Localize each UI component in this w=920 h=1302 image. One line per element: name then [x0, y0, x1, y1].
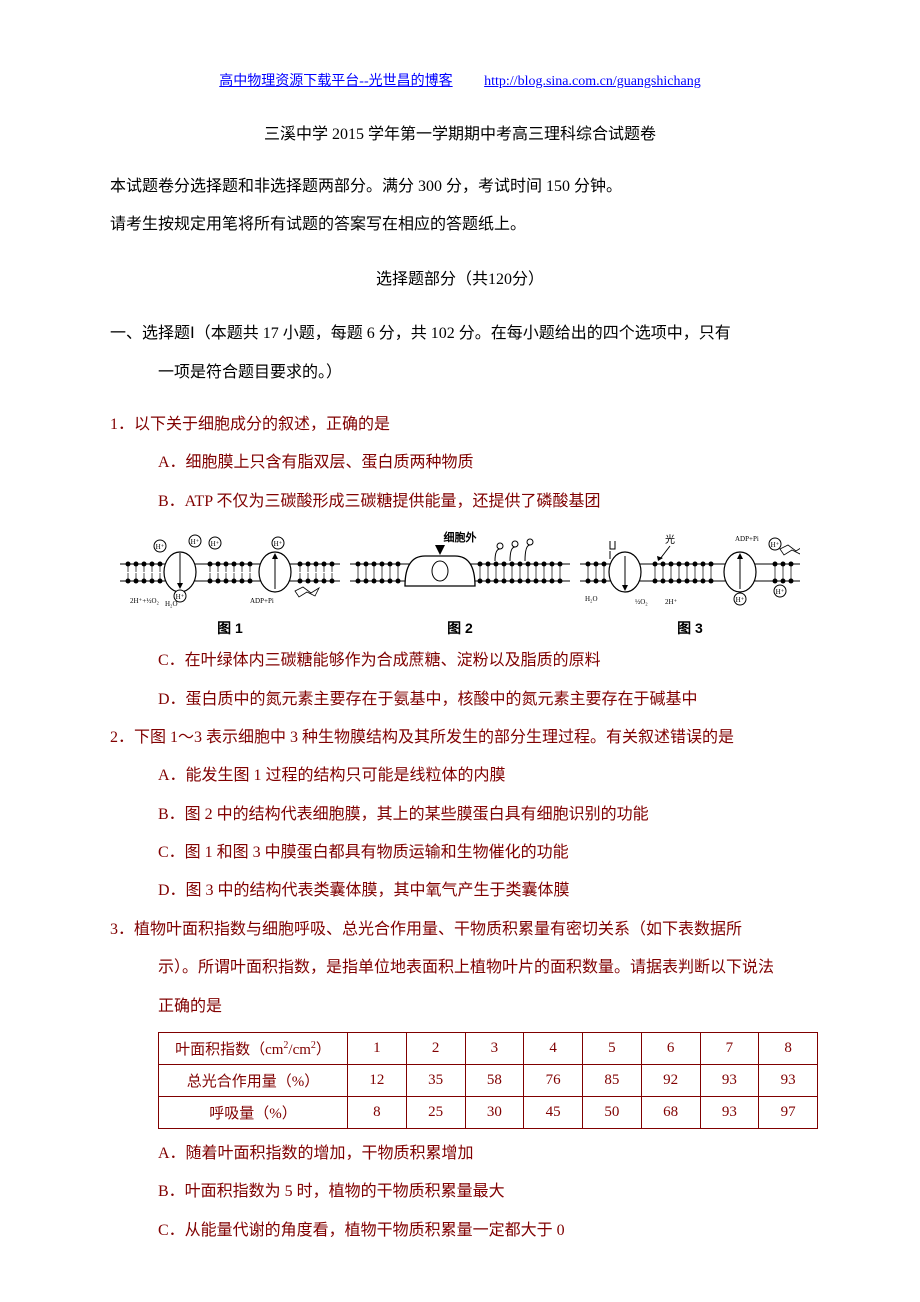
q2-option-b: B．图 2 中的结构代表细胞膜，其上的某些膜蛋白具有细胞识别的功能 [110, 796, 810, 834]
leaf-area-table: 叶面积指数（cm2/cm2） 1 2 3 4 5 6 7 8 总光合作用量（%）… [158, 1032, 818, 1129]
svg-text:2H⁺+½O₂: 2H⁺+½O₂ [130, 597, 160, 605]
q3-option-c: C．从能量代谢的角度看，植物干物质积累量一定都大于 0 [110, 1212, 810, 1250]
section-heading: 选择题部分（共120分） [110, 261, 810, 299]
q3-stem-1: 3．植物叶面积指数与细胞呼吸、总光合作用量、干物质积累量有密切关系（如下表数据所 [110, 911, 810, 949]
exam-title: 三溪中学 2015 学年第一学期期中考高三理科综合试题卷 [110, 120, 810, 144]
svg-text:H⁺: H⁺ [274, 540, 283, 548]
svg-text:H⁺: H⁺ [736, 596, 745, 604]
table-cell: 92 [641, 1065, 700, 1097]
table-cell: 76 [524, 1065, 583, 1097]
membrane-diagram-1-icon: H⁺ H⁺ H⁺ H⁺ H⁺ 2H⁺+½O₂ H₂O ADP+Pi [120, 531, 340, 611]
svg-text:ADP+Pi: ADP+Pi [735, 535, 759, 543]
figure-3: 光 ADP+Pi H⁺ H₂O ½O₂ 2H⁺ H⁺ H⁺ [580, 531, 800, 638]
membrane-figure: H⁺ H⁺ H⁺ H⁺ H⁺ 2H⁺+½O₂ H₂O ADP+Pi [120, 531, 800, 638]
table-header-respiration: 呼吸量（%） [159, 1097, 348, 1129]
table-cell: 30 [465, 1097, 524, 1129]
q1-stem: 1．以下关于细胞成分的叙述，正确的是 [110, 406, 810, 444]
table-cell: 97 [759, 1097, 818, 1129]
figure-1: H⁺ H⁺ H⁺ H⁺ H⁺ 2H⁺+½O₂ H₂O ADP+Pi [120, 531, 340, 638]
figure-1-label: 图 1 [120, 618, 340, 638]
table-cell: 45 [524, 1097, 583, 1129]
svg-text:H⁺: H⁺ [771, 541, 780, 549]
table-row: 呼吸量（%） 8 25 30 45 50 68 93 97 [159, 1097, 818, 1129]
table-cell: 8 [759, 1033, 818, 1065]
q2-option-d: D．图 3 中的结构代表类囊体膜，其中氧气产生于类囊体膜 [110, 872, 810, 910]
table-cell: 93 [700, 1065, 759, 1097]
table-header-photosynthesis: 总光合作用量（%） [159, 1065, 348, 1097]
svg-text:光: 光 [665, 533, 675, 546]
svg-text:H₂O: H₂O [585, 595, 598, 603]
table-row: 叶面积指数（cm2/cm2） 1 2 3 4 5 6 7 8 [159, 1033, 818, 1065]
q3-option-b: B．叶面积指数为 5 时，植物的干物质积累量最大 [110, 1173, 810, 1211]
table-cell: 93 [700, 1097, 759, 1129]
q1-option-a: A．细胞膜上只含有脂双层、蛋白质两种物质 [110, 444, 810, 482]
table-cell: 2 [406, 1033, 465, 1065]
q3-stem-3: 正确的是 [110, 988, 810, 1026]
q3-option-a: A．随着叶面积指数的增加，干物质积累增加 [110, 1135, 810, 1173]
figure-2-label: 图 2 [350, 618, 570, 638]
figure-3-label: 图 3 [580, 618, 800, 638]
table-cell: 1 [348, 1033, 407, 1065]
q2-option-a: A．能发生图 1 过程的结构只可能是线粒体的内膜 [110, 757, 810, 795]
svg-text:ADP+Pi: ADP+Pi [250, 597, 274, 605]
svg-text:H⁺: H⁺ [776, 588, 785, 596]
table-cell: 6 [641, 1033, 700, 1065]
svg-text:H⁺: H⁺ [156, 543, 165, 551]
svg-text:H⁺: H⁺ [191, 538, 200, 546]
q1-option-b: B．ATP 不仅为三碳酸形成三碳糖提供能量，还提供了磷酸基团 [110, 483, 810, 521]
intro-line-2: 请考生按规定用笔将所有试题的答案写在相应的答题纸上。 [110, 206, 810, 244]
figure-2: 细胞外 [350, 531, 570, 638]
svg-text:H⁺: H⁺ [211, 540, 220, 548]
spacer [110, 392, 810, 406]
table-cell: 93 [759, 1065, 818, 1097]
table-cell: 5 [583, 1033, 642, 1065]
table-header-index: 叶面积指数（cm2/cm2） [159, 1033, 348, 1065]
intro-line-1: 本试题卷分选择题和非选择题两部分。满分 300 分，考试时间 150 分钟。 [110, 168, 810, 206]
q3-stem-2: 示）。所谓叶面积指数，是指单位地表面积上植物叶片的面积数量。请据表判断以下说法 [110, 949, 810, 987]
q1-option-d: D．蛋白质中的氮元素主要存在于氨基中，核酸中的氮元素主要存在于碱基中 [110, 681, 810, 719]
q1-option-c: C．在叶绿体内三碳糖能够作为合成蔗糖、淀粉以及脂质的原料 [110, 642, 810, 680]
instructions-1: 一、选择题Ⅰ（本题共 17 小题，每题 6 分，共 102 分。在每小题给出的四… [110, 315, 810, 353]
table-cell: 8 [348, 1097, 407, 1129]
instructions-2: 一项是符合题目要求的。） [110, 354, 810, 392]
table-cell: 68 [641, 1097, 700, 1129]
page: 高中物理资源下载平台--光世昌的博客 http://blog.sina.com.… [0, 0, 920, 1300]
table-cell: 12 [348, 1065, 407, 1097]
svg-text:½O₂: ½O₂ [635, 598, 648, 606]
table-cell: 35 [406, 1065, 465, 1097]
table-cell: 50 [583, 1097, 642, 1129]
header-url-link[interactable]: http://blog.sina.com.cn/guangshichang [484, 74, 701, 89]
membrane-diagram-3-icon: 光 ADP+Pi H⁺ H₂O ½O₂ 2H⁺ H⁺ H⁺ [580, 531, 800, 611]
table-cell: 7 [700, 1033, 759, 1065]
table-row: 总光合作用量（%） 12 35 58 76 85 92 93 93 [159, 1065, 818, 1097]
q2-stem: 2．下图 1～3 表示细胞中 3 种生物膜结构及其所发生的部分生理过程。有关叙述… [110, 719, 810, 757]
table-cell: 85 [583, 1065, 642, 1097]
table-cell: 25 [406, 1097, 465, 1129]
svg-text:2H⁺: 2H⁺ [665, 598, 678, 606]
header-source-link[interactable]: 高中物理资源下载平台--光世昌的博客 [219, 74, 452, 89]
page-header: 高中物理资源下载平台--光世昌的博客 http://blog.sina.com.… [110, 70, 810, 90]
q2-option-c: C．图 1 和图 3 中膜蛋白都具有物质运输和生物催化的功能 [110, 834, 810, 872]
table-cell: 4 [524, 1033, 583, 1065]
table-cell: 58 [465, 1065, 524, 1097]
svg-text:H₂O: H₂O [165, 600, 178, 608]
table-cell: 3 [465, 1033, 524, 1065]
